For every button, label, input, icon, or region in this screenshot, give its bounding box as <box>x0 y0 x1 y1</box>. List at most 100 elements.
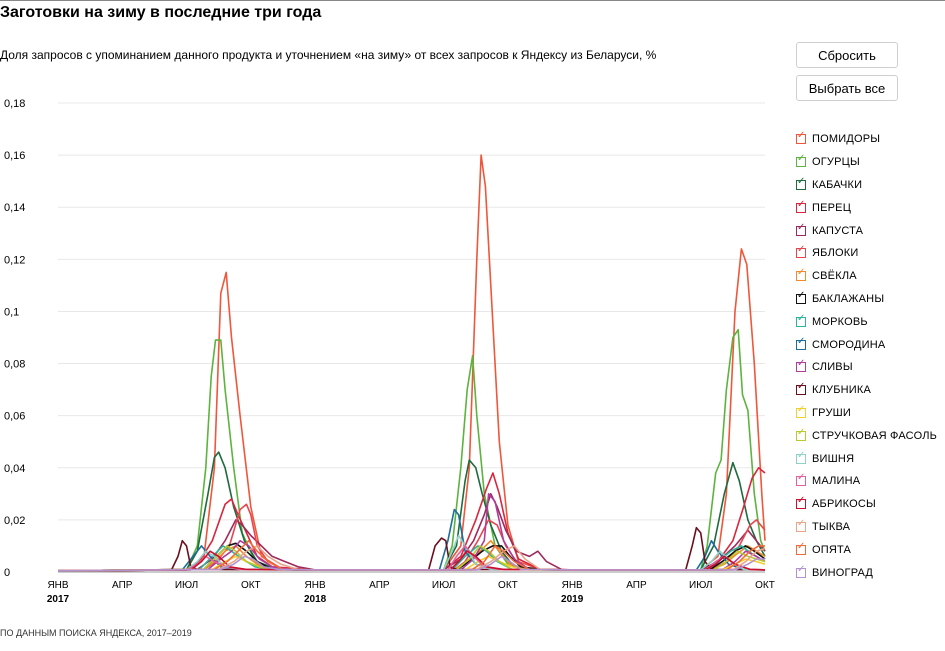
legend-item[interactable]: ✓ ПЕРЕЦ <box>796 196 937 219</box>
series-line <box>57 539 766 572</box>
legend-checkbox[interactable]: ✓ <box>796 221 806 236</box>
legend-checkbox[interactable]: ✓ <box>796 495 806 510</box>
x-tick-label: ЯНВ <box>562 580 583 591</box>
check-icon: ✓ <box>797 563 806 575</box>
legend-checkbox[interactable]: ✓ <box>796 312 806 327</box>
check-icon: ✓ <box>797 540 806 552</box>
series-line <box>57 555 765 572</box>
check-icon: ✓ <box>797 449 806 461</box>
legend-label: КЛУБНИКА <box>812 384 872 397</box>
series-line <box>57 545 766 572</box>
legend-item[interactable]: ✓ ПОМИДОРЫ <box>796 128 937 151</box>
series-line <box>57 451 766 572</box>
check-icon: ✓ <box>797 517 806 529</box>
legend-item[interactable]: ✓ КЛУБНИКА <box>796 379 937 402</box>
check-icon: ✓ <box>797 267 806 279</box>
legend-item[interactable]: ✓ СМОРОДИНА <box>796 333 937 356</box>
x-tick-label: АПР <box>626 580 647 591</box>
legend-label: МАЛИНА <box>812 475 861 488</box>
legend-label: КАПУСТА <box>812 224 864 237</box>
legend-checkbox[interactable]: ✓ <box>796 244 806 259</box>
check-icon: ✓ <box>797 335 806 347</box>
legend-item[interactable]: ✓ ЯБЛОКИ <box>796 242 937 265</box>
x-tick-year-label: 2017 <box>47 594 70 605</box>
legend-item[interactable]: ✓ ОПЯТА <box>796 538 937 561</box>
legend-item[interactable]: ✓ ВИНОГРАД <box>796 561 937 584</box>
x-tick-label: ОКТ <box>755 580 775 591</box>
source-note: ПО ДАННЫМ ПОИСКА ЯНДЕКСА, 2017–2019 <box>0 628 192 638</box>
legend-item[interactable]: ✓ МОРКОВЬ <box>796 310 937 333</box>
legend-item[interactable]: ✓ МАЛИНА <box>796 470 937 493</box>
legend-checkbox[interactable]: ✓ <box>796 517 806 532</box>
legend-label: КАБАЧКИ <box>812 178 863 191</box>
page-title: Заготовки на зиму в последние три года <box>0 4 322 21</box>
legend-checkbox[interactable]: ✓ <box>796 130 806 145</box>
legend-checkbox[interactable]: ✓ <box>796 540 806 555</box>
chart-subtitle: Доля запросов с упоминанием данного прод… <box>0 48 657 62</box>
legend-label: ПОМИДОРЫ <box>812 133 881 146</box>
legend-label: СВЁКЛА <box>812 270 857 283</box>
series-line <box>57 545 766 572</box>
check-icon: ✓ <box>797 495 806 507</box>
legend-checkbox[interactable]: ✓ <box>796 403 806 418</box>
legend-item[interactable]: ✓ КАБАЧКИ <box>796 174 937 197</box>
series-line <box>57 542 766 572</box>
y-tick-label: 0,08 <box>4 359 25 371</box>
check-icon: ✓ <box>797 221 806 233</box>
legend-item[interactable]: ✓ ГРУШИ <box>796 402 937 425</box>
check-icon: ✓ <box>797 130 806 142</box>
legend-checkbox[interactable]: ✓ <box>796 472 806 487</box>
legend-label: ВИНОГРАД <box>812 566 874 579</box>
legend-checkbox[interactable]: ✓ <box>796 381 806 396</box>
x-tick-label: ИЮЛ <box>432 580 455 591</box>
y-tick-label: 0,14 <box>4 202 25 214</box>
series-line <box>57 550 766 572</box>
legend-item[interactable]: ✓ СЛИВЫ <box>796 356 937 379</box>
check-icon: ✓ <box>797 312 806 324</box>
legend-checkbox[interactable]: ✓ <box>796 335 806 350</box>
check-icon: ✓ <box>797 175 806 187</box>
legend-item[interactable]: ✓ ВИШНЯ <box>796 447 937 470</box>
legend-checkbox[interactable]: ✓ <box>796 267 806 282</box>
legend-label: ПЕРЕЦ <box>812 201 852 214</box>
x-tick-label: АПР <box>112 580 133 591</box>
legend-checkbox[interactable]: ✓ <box>796 175 806 190</box>
series-line <box>57 493 766 572</box>
top-divider <box>0 0 945 1</box>
series-line <box>57 493 766 572</box>
legend-label: ТЫКВА <box>812 520 851 533</box>
check-icon: ✓ <box>797 472 806 484</box>
series-line <box>57 545 766 572</box>
x-tick-year-label: 2019 <box>561 594 584 605</box>
legend-checkbox[interactable]: ✓ <box>796 427 806 441</box>
y-tick-label: 0,16 <box>4 150 25 162</box>
x-tick-label: ЯНВ <box>305 580 326 591</box>
series-line <box>57 555 766 572</box>
legend-item[interactable]: ✓ АБРИКОСЫ <box>796 493 937 516</box>
legend-item[interactable]: ✓ ТЫКВА <box>796 516 937 539</box>
check-icon: ✓ <box>797 403 806 415</box>
x-tick-year-label: 2018 <box>304 594 327 605</box>
check-icon: ✓ <box>797 381 806 393</box>
legend-checkbox[interactable]: ✓ <box>796 449 806 464</box>
legend-checkbox[interactable]: ✓ <box>796 290 806 304</box>
legend-item[interactable]: ✓ СВЁКЛА <box>796 265 937 288</box>
x-tick-label: ЯНВ <box>47 580 68 591</box>
legend-checkbox[interactable]: ✓ <box>796 359 806 373</box>
legend-checkbox[interactable]: ✓ <box>796 199 806 213</box>
reset-button[interactable]: Сбросить <box>796 42 898 68</box>
series-line <box>57 503 766 572</box>
legend-item[interactable]: ✓ КАПУСТА <box>796 219 937 242</box>
select-all-button[interactable]: Выбрать все <box>796 75 898 101</box>
legend-label: ОПЯТА <box>812 543 852 556</box>
legend-item[interactable]: ✓ ОГУРЦЫ <box>796 151 937 174</box>
x-tick-label: ОКТ <box>498 580 518 591</box>
legend-item[interactable]: ✓ СТРУЧКОВАЯ ФАСОЛЬ <box>796 424 937 447</box>
check-icon: ✓ <box>797 153 806 165</box>
legend-checkbox[interactable]: ✓ <box>796 153 806 168</box>
check-icon: ✓ <box>797 244 806 256</box>
legend-checkbox[interactable]: ✓ <box>796 563 806 578</box>
legend-item[interactable]: ✓ БАКЛАЖАНЫ <box>796 288 937 311</box>
series-line <box>57 154 766 572</box>
legend-label: СЛИВЫ <box>812 361 853 374</box>
